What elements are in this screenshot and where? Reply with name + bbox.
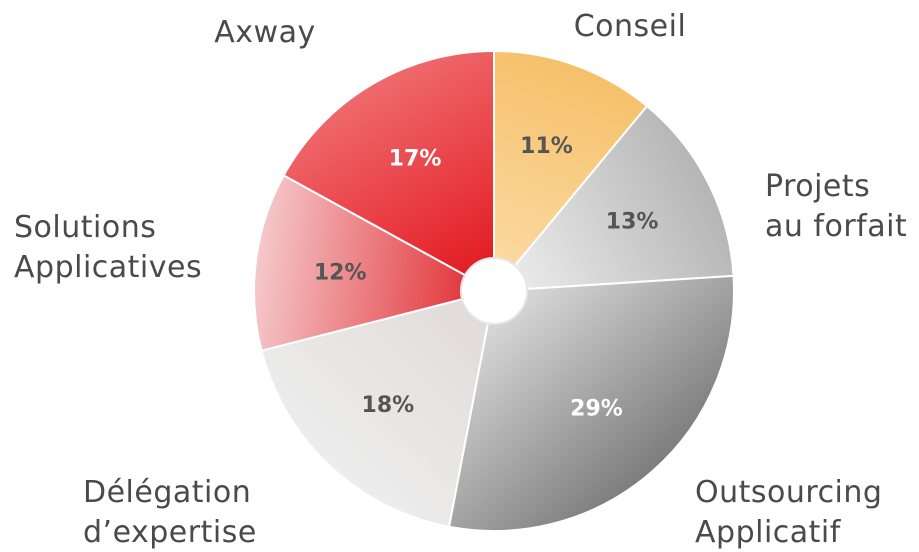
pie-slice-3 — [260, 289, 496, 528]
slice-category-label: d’expertise — [83, 515, 257, 550]
slice-category-label: Délégation — [83, 475, 251, 510]
slice-category-label: Outsourcing — [695, 475, 882, 510]
pie-slice-0 — [493, 49, 649, 294]
pie-slice-4 — [253, 174, 497, 352]
category-labels: Conseil Projets au forfait Outsourcing Appli… — [14, 9, 907, 550]
slice-category-label: Conseil — [574, 9, 687, 44]
pie-slice-5 — [282, 49, 495, 293]
slice-category-label: au forfait — [765, 209, 907, 244]
slice-category-label: Solutions — [14, 210, 156, 245]
slice-category-label: Projets — [765, 169, 870, 204]
pie-slice-2 — [447, 274, 735, 532]
percentage-labels: 11% 13% 29% 18% 12% 17% — [314, 134, 659, 421]
slice-percentage-label: 13% — [606, 210, 659, 235]
slice-category-label: Applicatif — [695, 515, 842, 550]
slice-category-label: Axway — [214, 15, 315, 50]
slice-percentage-label: 17% — [389, 147, 442, 172]
pie-slice-1 — [491, 104, 735, 293]
slice-percentage-label: 12% — [314, 261, 367, 286]
slice-category-label: Applicatives — [14, 250, 202, 285]
slice-percentage-label: 29% — [570, 396, 623, 421]
pie-slices — [253, 49, 735, 532]
pie-center-hole — [460, 257, 528, 325]
slice-percentage-label: 11% — [520, 134, 573, 159]
slice-percentage-label: 18% — [362, 393, 415, 418]
